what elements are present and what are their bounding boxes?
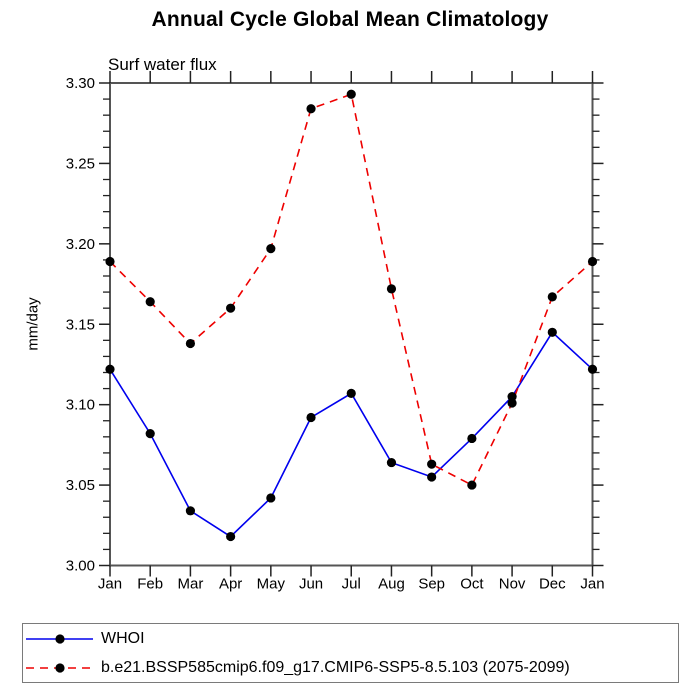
data-point bbox=[547, 327, 557, 337]
data-point bbox=[145, 297, 155, 307]
y-tick-label: 3.05 bbox=[66, 477, 95, 494]
data-point bbox=[587, 364, 598, 374]
y-tick-label: 3.10 bbox=[66, 397, 95, 414]
x-tick-label: Apr bbox=[219, 576, 242, 593]
series-line-whoi bbox=[109, 331, 594, 538]
x-tick-label: Feb bbox=[137, 576, 163, 593]
y-tick-label: 3.15 bbox=[66, 316, 95, 333]
data-point bbox=[507, 392, 517, 402]
data-point bbox=[547, 292, 557, 302]
legend-line-sample bbox=[26, 633, 93, 644]
data-point bbox=[427, 459, 437, 469]
x-tick-label: May bbox=[257, 576, 286, 593]
legend-box: WHOI b.e21.BSSP585cmip6.f09_g17.CMIP6-SSP… bbox=[22, 623, 679, 683]
chart-title: Annual Cycle Global Mean Climatology bbox=[151, 8, 549, 31]
data-point bbox=[145, 429, 155, 439]
y-tick-label: 3.25 bbox=[66, 155, 95, 172]
data-point bbox=[467, 480, 477, 490]
data-point bbox=[105, 364, 115, 374]
data-point bbox=[467, 433, 477, 444]
x-tick-label: Jun bbox=[299, 576, 323, 593]
legend-item-whoi: WHOI bbox=[23, 625, 678, 653]
data-point bbox=[105, 256, 115, 267]
legend-line-sample bbox=[26, 662, 93, 673]
legend-label: b.e21.BSSP585cmip6.f09_g17.CMIP6-SSP5-8.… bbox=[101, 658, 570, 676]
y-tick-label: 3.00 bbox=[66, 558, 95, 575]
x-tick-label: Oct bbox=[460, 576, 484, 593]
y-tick-label: 3.30 bbox=[66, 75, 95, 92]
data-point bbox=[266, 244, 276, 254]
x-tick-label: Nov bbox=[499, 576, 526, 593]
data-point bbox=[226, 303, 236, 313]
x-tick-label: Jan bbox=[580, 576, 604, 593]
plot-box bbox=[109, 82, 594, 567]
legend-marker-dot-icon bbox=[55, 633, 65, 644]
data-point bbox=[226, 531, 236, 542]
x-tick-label: Jan bbox=[98, 576, 122, 593]
data-point bbox=[386, 284, 397, 294]
plot-area: Jan Feb Mar Apr May Jun Jul Aug Sep Oct Nov Dec Jan3… bbox=[66, 71, 605, 593]
y-tick-label: 3.20 bbox=[66, 236, 95, 253]
legend-label: WHOI bbox=[101, 629, 145, 647]
legend-item-model: b.e21.BSSP585cmip6.f09_g17.CMIP6-SSP5-8.… bbox=[23, 654, 678, 682]
data-point bbox=[306, 104, 316, 114]
data-point bbox=[386, 457, 397, 468]
x-tick-label: Aug bbox=[378, 576, 405, 593]
data-point bbox=[266, 493, 276, 503]
x-tick-label: Sep bbox=[418, 576, 445, 593]
chart-subtitle: Surf water flux bbox=[108, 55, 217, 74]
data-point bbox=[507, 398, 517, 408]
data-point bbox=[427, 472, 437, 482]
x-tick-label: Dec bbox=[539, 576, 566, 593]
data-point bbox=[185, 506, 196, 516]
data-point bbox=[346, 89, 356, 99]
data-point bbox=[185, 338, 196, 349]
data-point bbox=[306, 412, 316, 423]
data-point bbox=[587, 256, 598, 267]
data-point bbox=[346, 388, 356, 399]
series-line-model bbox=[109, 93, 594, 487]
x-tick-label: Jul bbox=[342, 576, 361, 593]
legend-marker-dot-icon bbox=[55, 662, 65, 673]
x-tick-label: Mar bbox=[177, 576, 203, 593]
